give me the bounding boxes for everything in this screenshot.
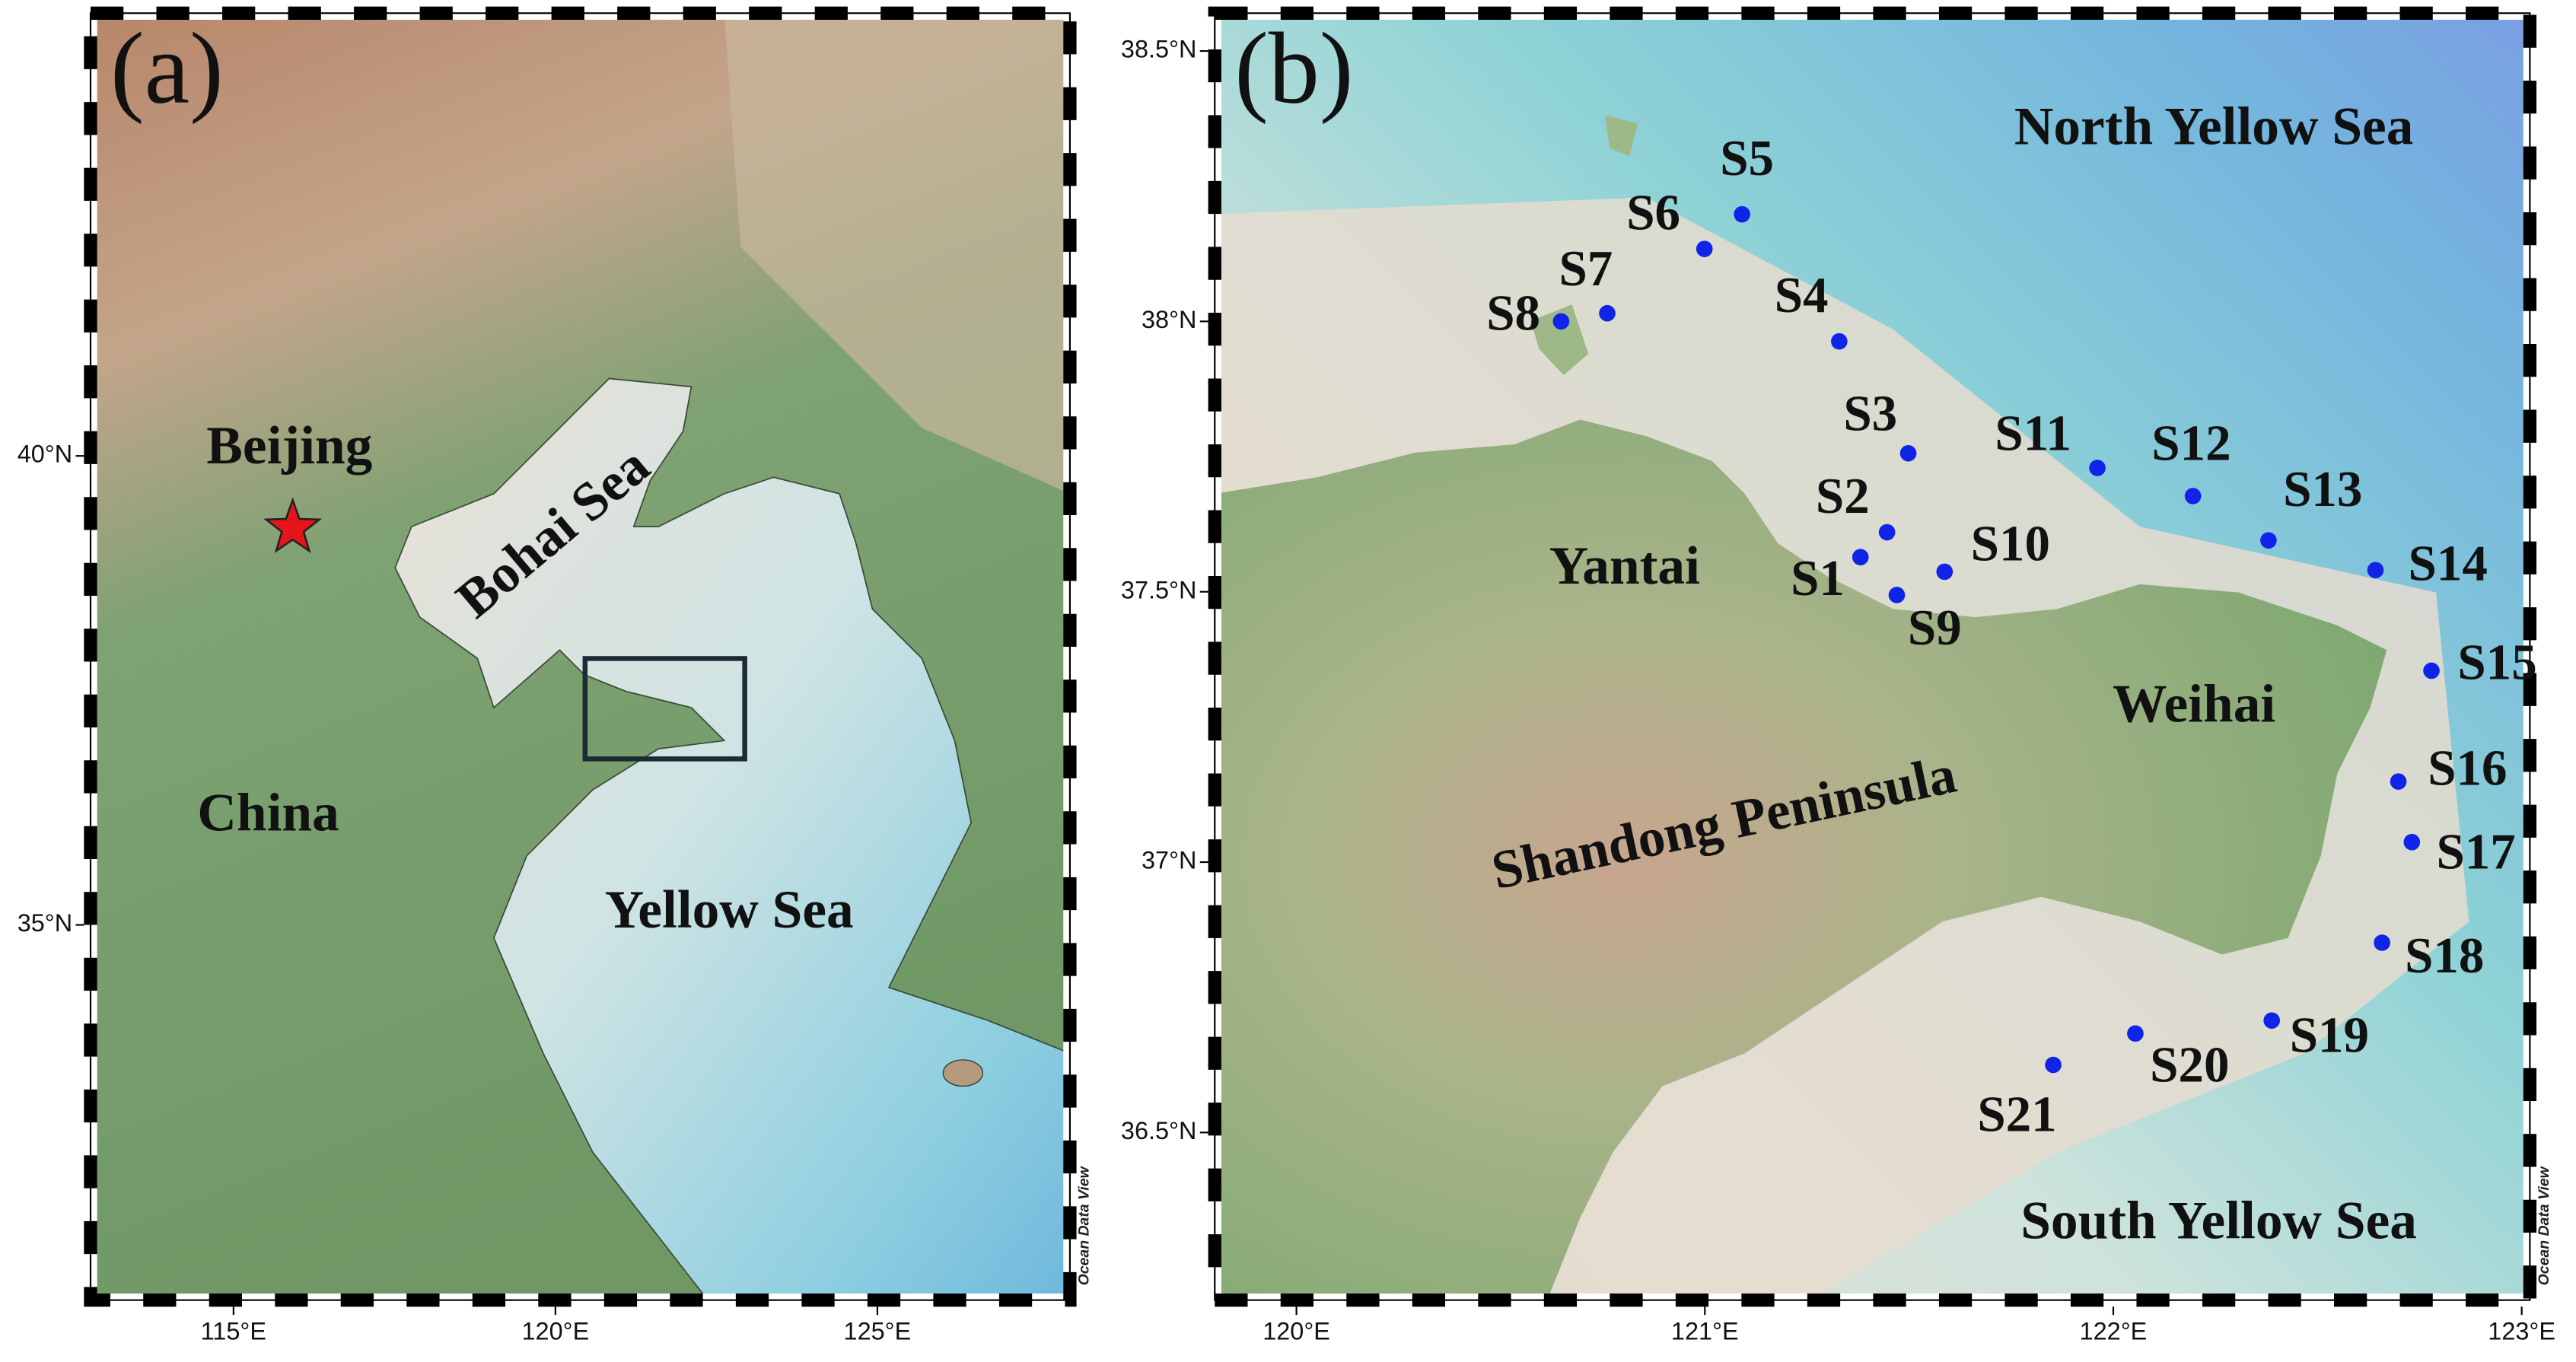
station-label: S21 <box>1977 1085 2056 1142</box>
region-label: North Yellow Sea <box>2014 96 2414 156</box>
station <box>2263 1012 2281 1029</box>
region-label: Yantai <box>1549 536 1700 596</box>
station-label: S19 <box>2290 1007 2369 1064</box>
station <box>1936 563 1953 581</box>
station <box>2184 488 2202 504</box>
station-label: S16 <box>2428 740 2507 797</box>
y-tick-label: 38.5°N <box>1121 36 1197 63</box>
station <box>2127 1025 2144 1042</box>
station <box>2045 1056 2062 1074</box>
station <box>2403 833 2421 851</box>
station-label: S15 <box>2457 634 2536 691</box>
x-tick-label: 121°E <box>1671 1317 1739 1344</box>
station-label: S1 <box>1791 549 1845 606</box>
region-label: China <box>197 782 339 842</box>
region-label: South Yellow Sea <box>2020 1191 2417 1251</box>
station <box>2423 662 2440 679</box>
station-label: S3 <box>1843 385 1897 442</box>
y-tick-label: 36.5°N <box>1121 1117 1197 1144</box>
station <box>2260 532 2277 549</box>
station-label: S5 <box>1720 129 1774 186</box>
station-label: S10 <box>1971 515 2050 572</box>
frames <box>84 6 2537 1307</box>
station-label: S14 <box>2409 535 2488 592</box>
station-label: S8 <box>1486 284 1540 341</box>
station-label: S17 <box>2436 823 2515 880</box>
station-label: S6 <box>1626 183 1680 240</box>
station <box>2390 773 2407 790</box>
x-tick-label: 115°E <box>201 1317 266 1344</box>
station <box>1888 587 1906 603</box>
study-area-box <box>582 656 747 762</box>
map-a-background <box>91 13 1070 1300</box>
credit: Ocean Data View <box>1076 1165 1093 1285</box>
x-tick-label: 123°E <box>2488 1317 2555 1344</box>
station-label: S13 <box>2283 460 2362 517</box>
station <box>1696 240 1713 257</box>
panel-label: (b) <box>1234 13 1353 126</box>
place-label: Beijing <box>206 415 372 476</box>
station-label: S20 <box>2150 1036 2229 1093</box>
y-tick-label: 37°N <box>1142 847 1196 874</box>
station <box>2089 460 2106 476</box>
station-label: S4 <box>1775 266 1829 323</box>
x-tick-label: 120°E <box>522 1317 590 1344</box>
station <box>1552 313 1570 330</box>
station-label: S7 <box>1559 240 1613 297</box>
station <box>1899 444 1917 462</box>
station <box>2374 934 2390 951</box>
credit: Ocean Data View <box>2536 1165 2552 1285</box>
station-label: S2 <box>1816 467 1870 524</box>
station-label: S12 <box>2151 415 2231 472</box>
region-label: Yellow Sea <box>605 880 854 940</box>
y-tick-label: 40°N <box>18 441 72 468</box>
panel-label: (a) <box>110 13 224 126</box>
y-tick-label: 38°N <box>1142 306 1196 333</box>
x-tick-label: 120°E <box>1263 1317 1330 1344</box>
station-label: S11 <box>1995 404 2071 461</box>
station <box>1831 333 1848 350</box>
station <box>1734 205 1750 223</box>
map-b-background <box>1215 13 2530 1300</box>
station <box>2367 562 2384 579</box>
station <box>1599 304 1616 322</box>
region-label: Weihai <box>2113 674 2275 734</box>
station-label: S18 <box>2405 927 2484 984</box>
y-tick-label: 37.5°N <box>1121 576 1197 603</box>
station <box>1852 549 1869 566</box>
y-tick-label: 35°N <box>18 909 72 937</box>
station-label: S9 <box>1908 599 1962 656</box>
x-tick-label: 125°E <box>844 1317 912 1344</box>
station <box>1878 523 1896 541</box>
place-star <box>263 497 323 554</box>
x-tick-label: 122°E <box>2080 1317 2148 1344</box>
